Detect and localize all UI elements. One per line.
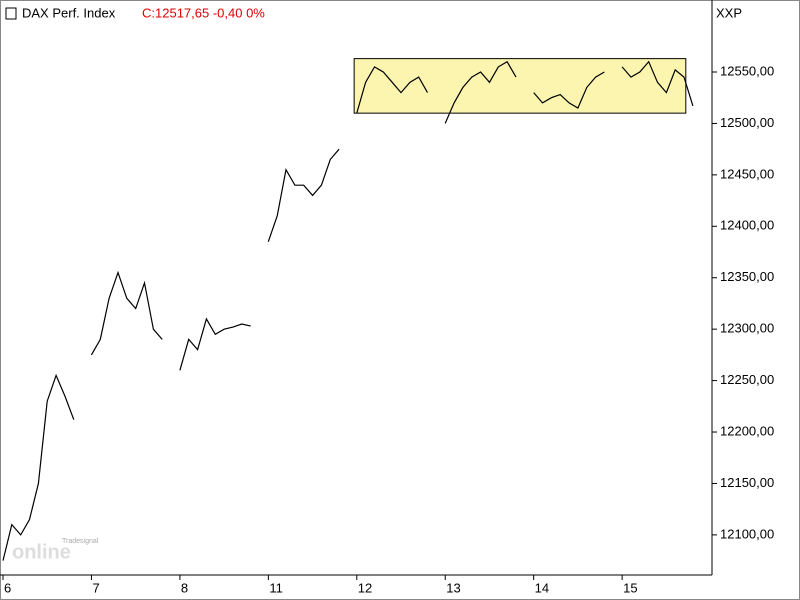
y-tick-label: 12200,00: [720, 423, 774, 438]
x-tick-label: 15: [623, 580, 637, 595]
axis-label: XXP: [716, 5, 742, 20]
y-tick-label: 12300,00: [720, 321, 774, 336]
x-tick-label: 7: [92, 580, 99, 595]
x-tick-label: 11: [269, 580, 283, 595]
chart-title: DAX Perf. Index: [22, 5, 116, 20]
watermark: Tradesignal: [62, 538, 99, 545]
y-tick-label: 12500,00: [720, 115, 774, 130]
y-tick-label: 12100,00: [720, 526, 774, 541]
y-tick-label: 12250,00: [720, 372, 774, 387]
x-tick-label: 12: [358, 580, 372, 595]
x-tick-label: 14: [535, 580, 549, 595]
x-tick-label: 6: [4, 580, 11, 595]
y-tick-label: 12350,00: [720, 269, 774, 284]
watermark: online: [12, 541, 71, 563]
x-tick-label: 8: [181, 580, 188, 595]
y-tick-label: 12550,00: [720, 63, 774, 78]
highlight-box: [353, 58, 687, 114]
chart-subtitle: C:12517,65 -0,40 0%: [142, 5, 265, 20]
y-tick-label: 12150,00: [720, 475, 774, 490]
icon: [5, 7, 17, 20]
y-tick-label: 12400,00: [720, 218, 774, 233]
price-line: [2, 60, 694, 561]
y-tick-label: 12450,00: [720, 166, 774, 181]
x-tick-label: 13: [446, 580, 460, 595]
